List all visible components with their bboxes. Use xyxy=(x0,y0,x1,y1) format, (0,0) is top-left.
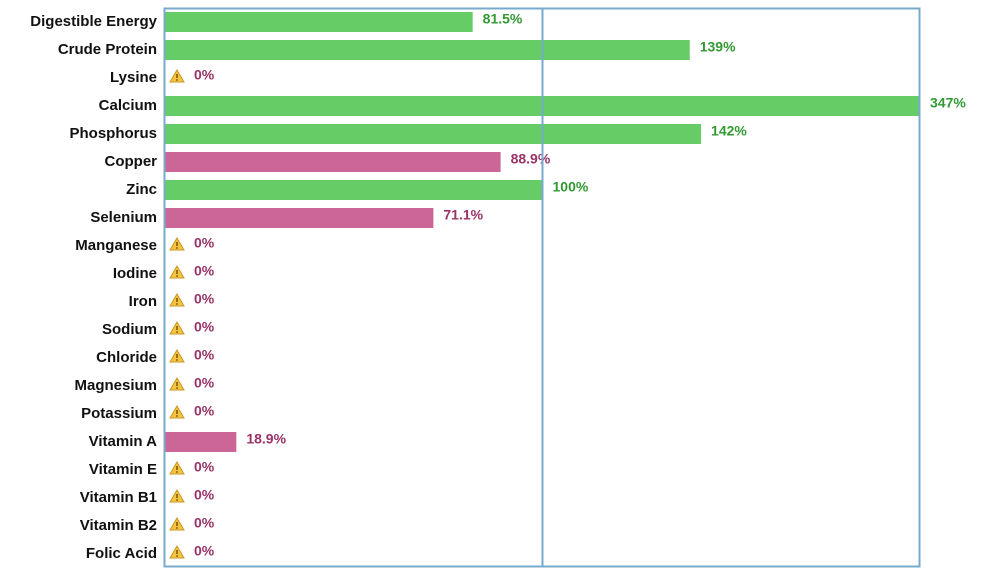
value-label: 0% xyxy=(194,403,215,419)
warning-icon-dot xyxy=(176,79,178,81)
value-label: 0% xyxy=(194,375,215,391)
value-label: 100% xyxy=(553,179,589,195)
warning-icon-dot xyxy=(176,499,178,501)
plot-frame xyxy=(163,7,921,568)
value-label: 347% xyxy=(930,95,966,111)
category-label: Crude Protein xyxy=(58,41,157,58)
category-label: Chloride xyxy=(96,349,157,366)
value-label: 71.1% xyxy=(443,207,483,223)
category-label: Copper xyxy=(105,153,158,170)
warning-icon-dot xyxy=(176,359,178,361)
category-label: Manganese xyxy=(75,237,157,254)
value-label: 88.9% xyxy=(511,151,551,167)
bars xyxy=(165,12,920,452)
bar xyxy=(165,96,920,116)
bar xyxy=(165,180,543,200)
warning-icon-dot xyxy=(176,471,178,473)
value-label: 0% xyxy=(194,67,215,83)
value-label: 81.5% xyxy=(483,11,523,27)
value-label: 0% xyxy=(194,459,215,475)
warning-icon-dot xyxy=(176,275,178,277)
value-label: 0% xyxy=(194,291,215,307)
bar xyxy=(165,40,690,60)
category-label: Sodium xyxy=(102,321,157,338)
category-label: Calcium xyxy=(99,97,157,114)
bar xyxy=(165,208,434,228)
warning-icon-dot xyxy=(176,247,178,249)
category-label: Selenium xyxy=(90,209,157,226)
warning-icon-dot xyxy=(176,555,178,557)
value-label: 0% xyxy=(194,319,215,335)
bar xyxy=(165,124,702,144)
category-label: Zinc xyxy=(126,181,157,198)
value-label: 0% xyxy=(194,347,215,363)
category-label: Iodine xyxy=(113,265,157,282)
bar xyxy=(165,152,501,172)
value-label: 0% xyxy=(194,263,215,279)
warning-icon-dot xyxy=(176,387,178,389)
warning-icon-dot xyxy=(176,331,178,333)
category-label: Vitamin B1 xyxy=(80,489,157,506)
value-label: 0% xyxy=(194,543,215,559)
warning-icon-dot xyxy=(176,303,178,305)
value-label: 18.9% xyxy=(246,431,286,447)
warning-icon-dot xyxy=(176,527,178,529)
value-label: 142% xyxy=(711,123,747,139)
category-label: Digestible Energy xyxy=(30,13,157,30)
value-label: 0% xyxy=(194,235,215,251)
category-label: Vitamin E xyxy=(89,461,157,478)
category-label: Potassium xyxy=(81,405,157,422)
category-label: Lysine xyxy=(110,69,157,86)
value-label: 0% xyxy=(194,515,215,531)
category-label: Vitamin A xyxy=(89,433,158,450)
bar xyxy=(165,432,237,452)
value-label: 0% xyxy=(194,487,215,503)
category-label: Folic Acid xyxy=(86,545,157,562)
category-label: Iron xyxy=(129,293,157,310)
category-label: Phosphorus xyxy=(69,125,157,142)
category-label: Magnesium xyxy=(74,377,157,394)
bar xyxy=(165,12,473,32)
value-label: 139% xyxy=(700,39,736,55)
category-label: Vitamin B2 xyxy=(80,517,157,534)
warning-icon-dot xyxy=(176,415,178,417)
